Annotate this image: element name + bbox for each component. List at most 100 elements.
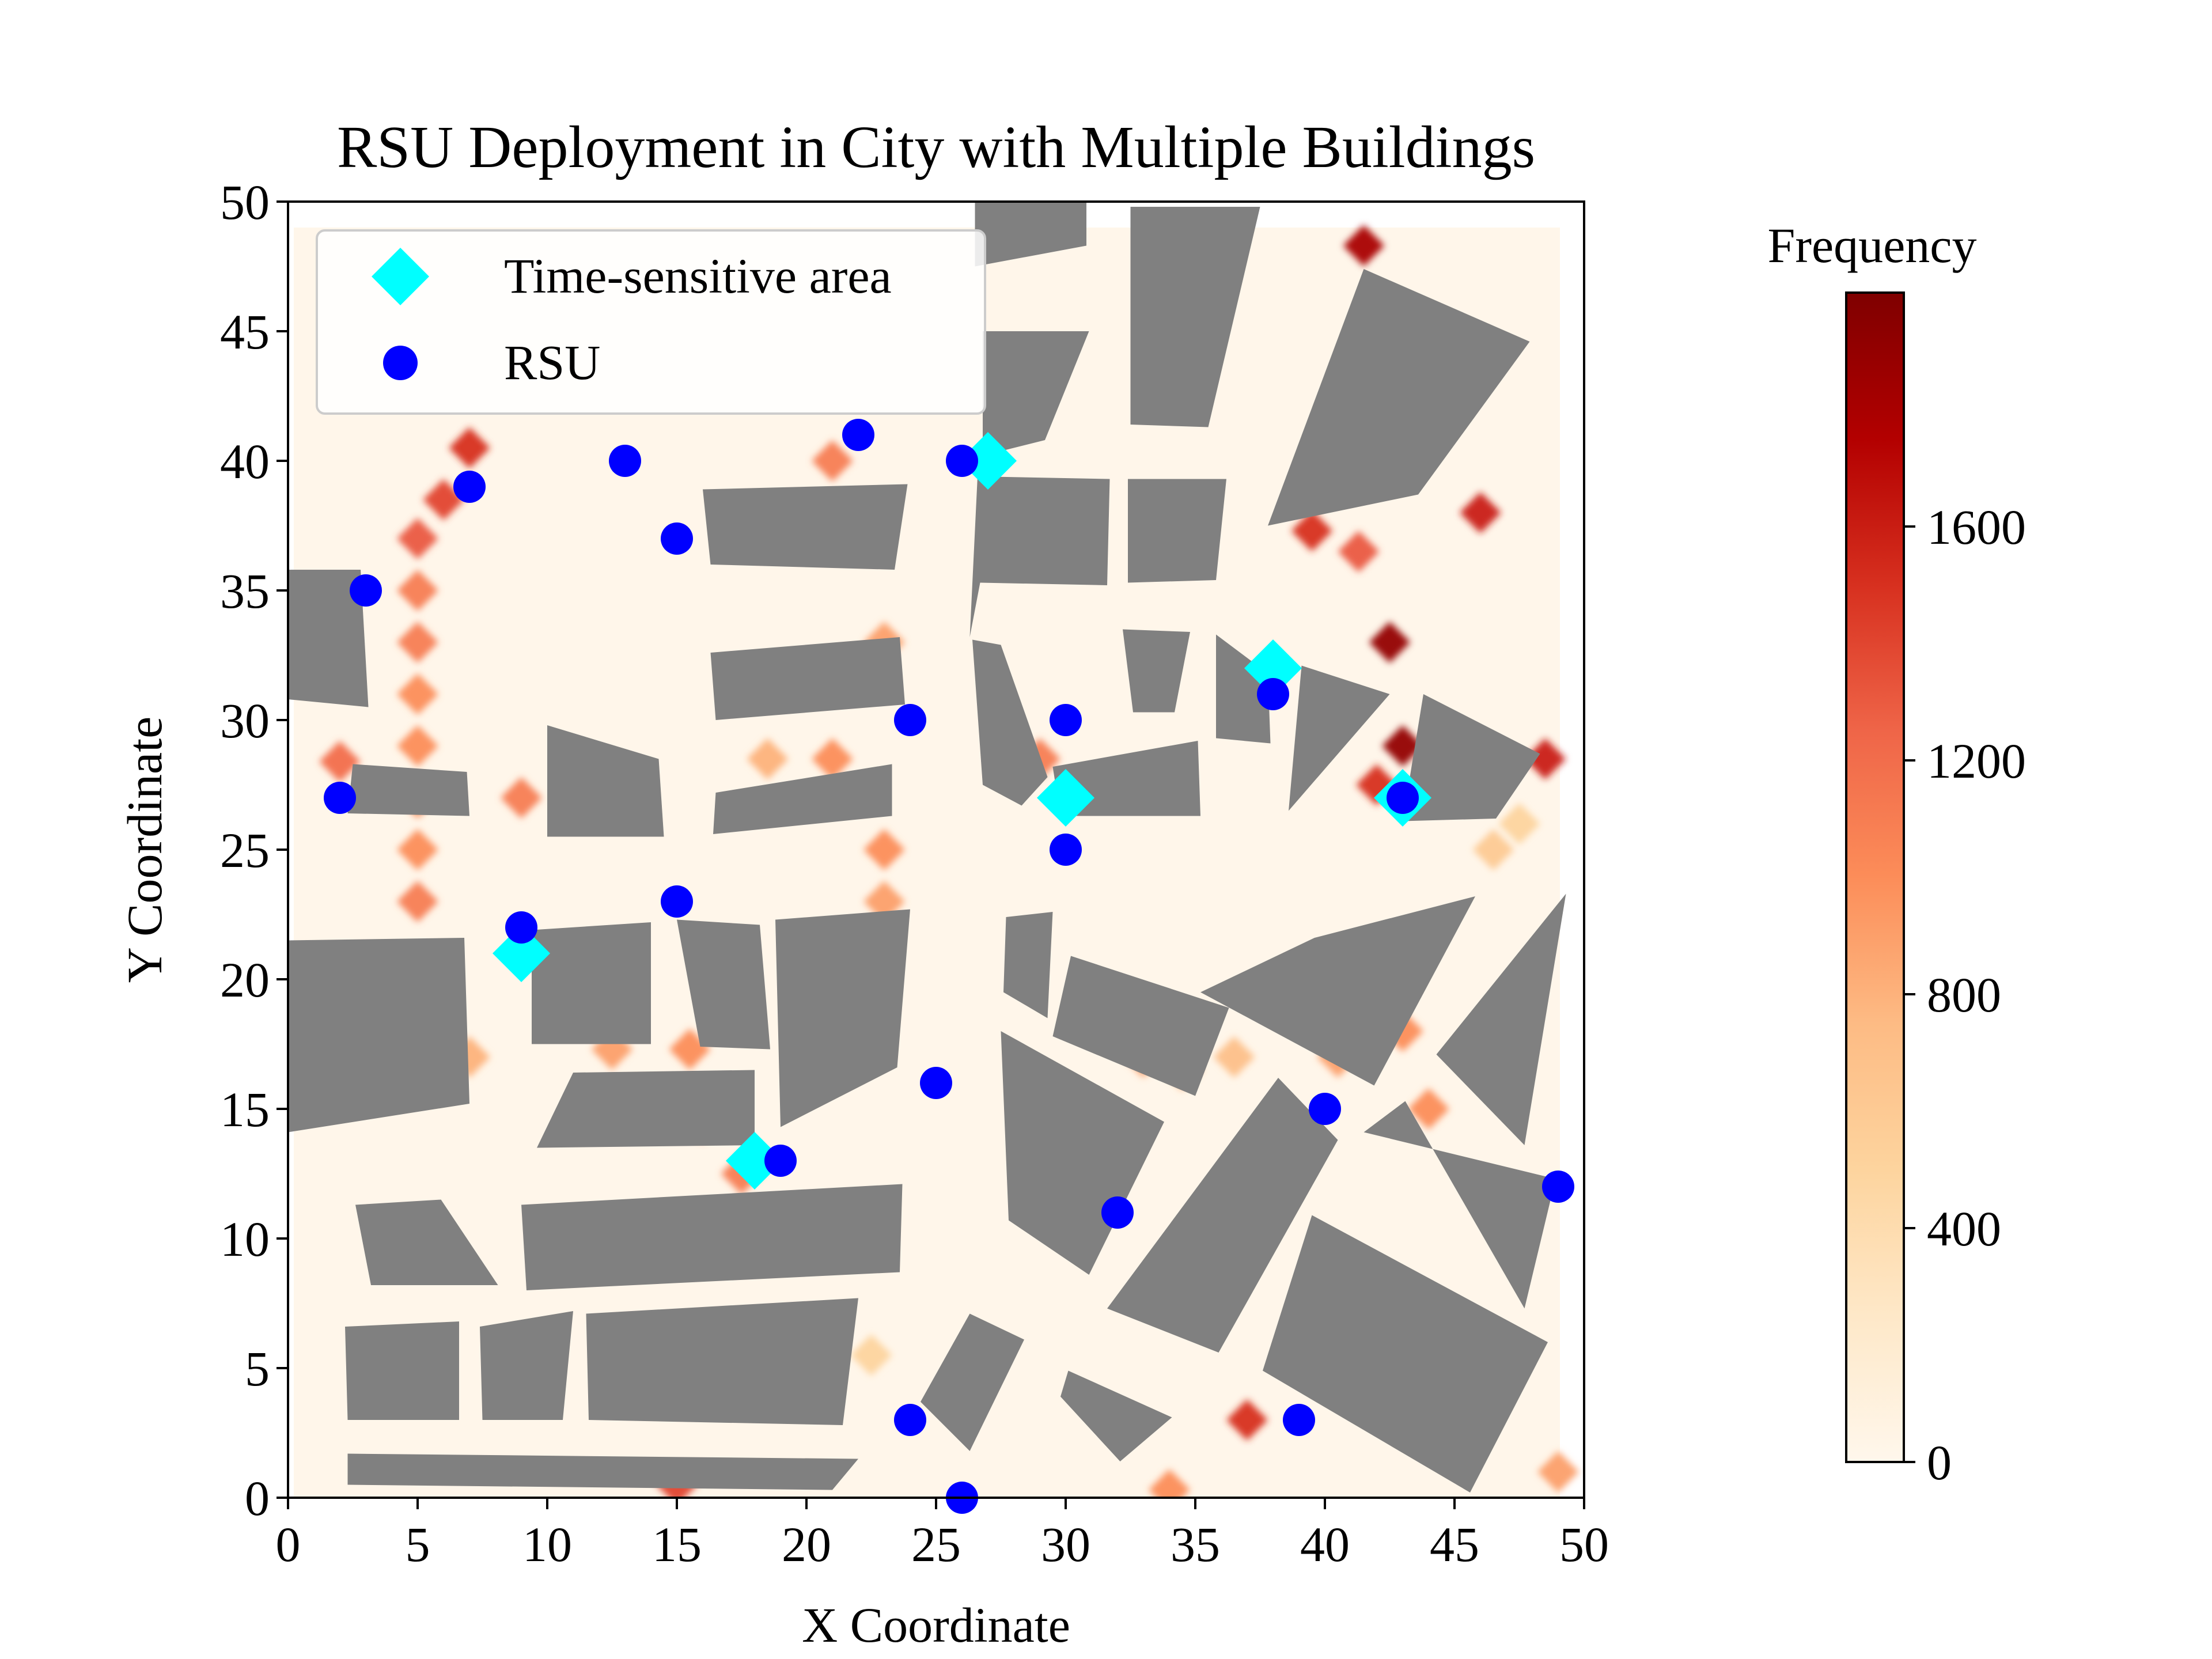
- x-tick-label: 20: [782, 1517, 831, 1572]
- y-tick-label: 15: [220, 1082, 270, 1137]
- heatmap-hotspot: [1524, 738, 1566, 780]
- building-polygon: [710, 637, 905, 720]
- plot-area: 0 5 10 15 20 25 30 35 40 45 50 0 5 10 15 20 25 30 35 40 45 5…: [220, 175, 1609, 1572]
- building-polygon: [1128, 479, 1226, 583]
- building-polygon: [1107, 1078, 1338, 1353]
- building-polygon: [1289, 665, 1390, 811]
- rsu-marker: [842, 419, 874, 451]
- y-tick-label: 25: [220, 823, 270, 878]
- x-tick-label: 50: [1559, 1517, 1609, 1572]
- heatmap-hotspot: [747, 738, 789, 780]
- building-polygon: [547, 725, 664, 837]
- time-sensitive-area-marker: [1244, 639, 1302, 697]
- x-tick-label: 30: [1041, 1517, 1090, 1572]
- time-sensitive-area-marker: [493, 925, 550, 982]
- rsu-marker: [1050, 704, 1082, 736]
- legend-circle-marker: [383, 346, 418, 380]
- building-polygon: [586, 1298, 858, 1425]
- rsu-marker: [894, 1404, 926, 1436]
- heatmap-hotspot: [397, 518, 438, 559]
- heatmap-hotspot: [397, 622, 438, 663]
- building-polygon: [345, 1321, 459, 1420]
- heatmap-hotspot: [1149, 1469, 1190, 1498]
- legend-box: [316, 229, 986, 415]
- x-axis-ticks: 0 5 10 15 20 25 30 35 40 45 50: [276, 1498, 1609, 1572]
- heatmap-hotspot: [1226, 1399, 1268, 1441]
- building-polygon: [1363, 1101, 1556, 1309]
- markers-layer: [324, 419, 1574, 1514]
- x-tick-label: 45: [1430, 1517, 1479, 1572]
- colorbar-ticks: 0 400 800 1200 1600: [1904, 499, 2026, 1490]
- rsu-marker: [661, 885, 693, 918]
- heatmap-hotspot: [1369, 622, 1411, 663]
- legend-diamond-marker: [372, 248, 429, 305]
- y-tick-label: 20: [220, 952, 270, 1007]
- rsu-marker: [1257, 678, 1289, 710]
- x-tick-label: 40: [1300, 1517, 1350, 1572]
- heatmap-hotspot: [1498, 803, 1540, 844]
- rsu-marker: [764, 1145, 797, 1177]
- buildings-layer: [288, 202, 1566, 1493]
- x-tick-label: 35: [1171, 1517, 1220, 1572]
- rsu-marker: [920, 1067, 952, 1099]
- legend: Time-sensitive area RSU: [316, 229, 986, 415]
- heatmap-hotspot: [1291, 510, 1333, 552]
- chart-title: RSU Deployment in City with Multiple Bui…: [337, 114, 1535, 180]
- building-polygon: [1130, 207, 1260, 427]
- colorbar-tick-label: 1200: [1927, 733, 2026, 789]
- building-polygon: [775, 909, 910, 1127]
- building-polygon: [537, 1070, 755, 1148]
- building-polygon: [480, 1311, 573, 1420]
- building-polygon: [969, 476, 1110, 637]
- building-polygon: [921, 1313, 1024, 1451]
- heatmap-hotspot: [863, 829, 905, 870]
- legend-label-rsu: RSU: [504, 335, 600, 390]
- building-polygon: [703, 484, 908, 570]
- heatmap-hotspot: [397, 829, 438, 870]
- time-sensitive-area-marker: [959, 432, 1017, 490]
- building-polygon: [1263, 1215, 1548, 1493]
- building-polygon: [1052, 956, 1229, 1096]
- building-polygon: [1123, 629, 1190, 713]
- building-polygon: [1403, 694, 1540, 821]
- rsu-marker: [894, 704, 926, 736]
- rsu-marker: [1309, 1093, 1341, 1125]
- rsu-marker: [661, 522, 693, 555]
- colorbar-label: Frequency: [1768, 218, 1977, 273]
- time-sensitive-area-marker: [726, 1132, 783, 1190]
- heatmap-hotspot: [397, 725, 438, 767]
- heatmap-hotspot: [812, 738, 853, 780]
- y-axis-label: Y Coordinate: [117, 717, 172, 983]
- building-polygon: [713, 764, 892, 834]
- rsu-marker: [324, 782, 356, 814]
- rsu-marker: [1542, 1171, 1574, 1203]
- building-polygon: [355, 1199, 498, 1285]
- heatmap-hotspot: [1537, 1451, 1579, 1493]
- x-tick-label: 25: [911, 1517, 961, 1572]
- colorbar-tick-label: 1600: [1927, 499, 2026, 555]
- legend-label-time-sensitive-area: Time-sensitive area: [504, 248, 892, 304]
- rsu-marker: [1101, 1196, 1134, 1229]
- rsu-marker: [505, 911, 537, 944]
- rsu-marker: [1283, 1404, 1315, 1436]
- heatmap-hotspot: [1472, 829, 1514, 870]
- colorbar-tick-label: 400: [1927, 1201, 2001, 1256]
- rsu-marker: [1050, 834, 1082, 866]
- colorbar-tick-label: 800: [1927, 967, 2001, 1022]
- heatmap-hotspot: [1408, 1088, 1449, 1130]
- building-polygon: [1216, 634, 1271, 744]
- y-tick-label: 35: [220, 563, 270, 619]
- heatmap-hotspot: [812, 440, 853, 482]
- x-tick-label: 10: [522, 1517, 572, 1572]
- x-tick-label: 15: [652, 1517, 702, 1572]
- heatmap-hotspot: [501, 777, 542, 819]
- y-tick-label: 30: [220, 693, 270, 748]
- building-polygon: [288, 570, 369, 707]
- building-polygon: [1060, 1370, 1172, 1461]
- heatmap-hotspot: [1338, 531, 1380, 573]
- x-axis-label: X Coordinate: [802, 1597, 1070, 1653]
- building-polygon: [347, 764, 469, 816]
- building-polygon: [1001, 1031, 1164, 1275]
- y-tick-label: 50: [220, 175, 270, 230]
- heatmap-hotspot: [1213, 1036, 1255, 1078]
